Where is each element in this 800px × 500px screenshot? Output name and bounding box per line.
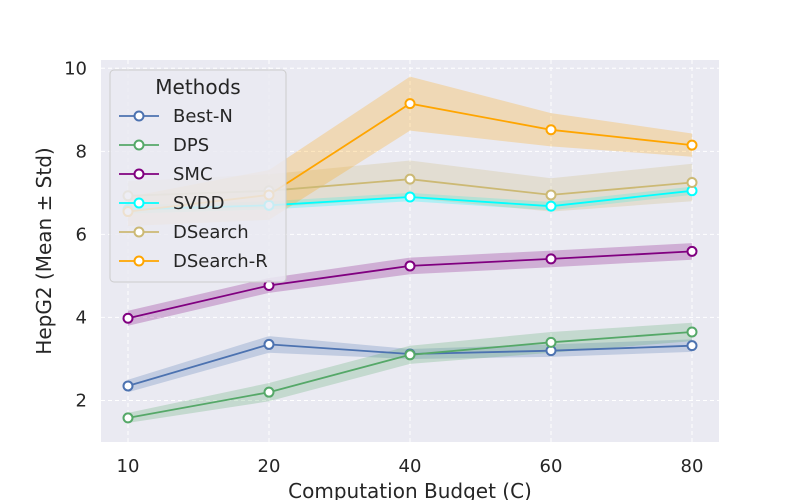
data-point	[404, 260, 416, 272]
legend-swatch-marker	[133, 110, 145, 122]
data-point	[545, 253, 557, 265]
data-point	[122, 380, 134, 392]
x-axis-label: Computation Budget (C)	[288, 479, 532, 500]
legend: Methods Best-N DPS SMC SVDD DSearch DSearch-R	[109, 69, 287, 283]
y-tick-label: 8	[76, 141, 87, 162]
y-tick-label: 4	[76, 307, 87, 328]
legend-label: SVDD	[173, 193, 224, 214]
data-point	[404, 191, 416, 203]
data-point	[686, 245, 698, 257]
legend-box	[109, 69, 287, 283]
legend-title: Methods	[155, 75, 240, 99]
legend-swatch-marker	[133, 139, 145, 151]
data-point	[122, 312, 134, 324]
x-axis-ticks: 10 20 40 60 80	[117, 456, 704, 477]
x-tick-label: 40	[399, 456, 422, 477]
y-axis-label: HepG2 (Mean ± Std)	[32, 147, 56, 354]
y-tick-label: 2	[76, 390, 87, 411]
data-point	[404, 349, 416, 361]
legend-label: Best-N	[173, 106, 233, 127]
legend-swatch-marker	[133, 168, 145, 180]
data-point	[263, 338, 275, 350]
x-tick-label: 20	[258, 456, 281, 477]
legend-swatch-marker	[133, 226, 145, 238]
data-point	[545, 200, 557, 212]
x-tick-label: 80	[681, 456, 704, 477]
legend-swatch-marker	[133, 197, 145, 209]
x-tick-label: 10	[117, 456, 140, 477]
legend-label: DSearch	[173, 222, 249, 243]
data-point	[686, 176, 698, 188]
data-point	[263, 386, 275, 398]
data-point	[545, 336, 557, 348]
y-tick-label: 6	[76, 224, 87, 245]
data-point	[122, 412, 134, 424]
data-point	[686, 340, 698, 352]
legend-label: DSearch-R	[173, 251, 268, 272]
legend-swatch-marker	[133, 255, 145, 267]
x-tick-label: 60	[540, 456, 563, 477]
data-point	[404, 173, 416, 185]
data-point	[686, 326, 698, 338]
legend-label: SMC	[173, 164, 213, 185]
data-point	[404, 98, 416, 110]
data-point	[686, 139, 698, 151]
y-tick-label: 10	[64, 58, 87, 79]
data-point	[545, 189, 557, 201]
data-point	[545, 124, 557, 136]
y-axis-ticks: 2 4 6 8 10	[64, 58, 87, 411]
legend-label: DPS	[173, 135, 209, 156]
